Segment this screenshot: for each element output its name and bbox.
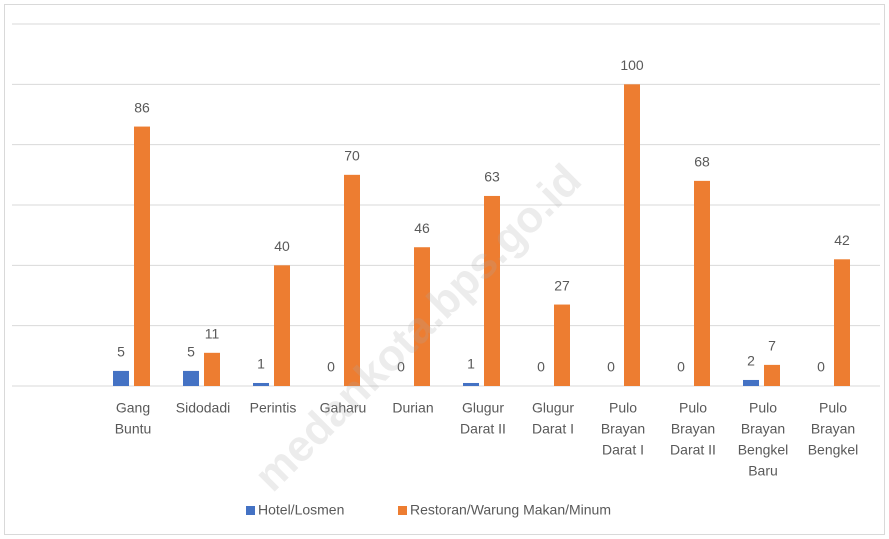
- x-tick-label: Bengkel: [738, 442, 789, 458]
- x-tick-label: Brayan: [671, 421, 715, 437]
- value-label: 86: [134, 99, 150, 115]
- x-tick-label: Pulo: [819, 400, 847, 416]
- value-label: 100: [620, 57, 644, 73]
- bar: [183, 370, 199, 386]
- value-label: 0: [607, 359, 615, 375]
- value-label: 7: [768, 338, 776, 354]
- bar: [463, 382, 479, 386]
- x-tick-label: Brayan: [741, 421, 785, 437]
- x-tick-label: Darat I: [532, 421, 574, 437]
- value-label: 0: [677, 359, 685, 375]
- bar: [253, 382, 269, 386]
- bar: [624, 84, 640, 386]
- bar: [274, 265, 290, 386]
- bar: [113, 370, 129, 386]
- bar: [764, 364, 780, 386]
- x-tick-label: Glugur: [462, 400, 504, 416]
- legend-swatch: [398, 506, 407, 515]
- bar: [414, 247, 430, 386]
- x-tick-label: Bengkel: [808, 442, 859, 458]
- value-label: 27: [554, 277, 570, 293]
- value-label: 46: [414, 220, 430, 236]
- value-label: 63: [484, 169, 500, 185]
- x-tick-label: Brayan: [601, 421, 645, 437]
- x-tick-label: Glugur: [532, 400, 574, 416]
- value-label: 1: [257, 356, 265, 372]
- value-label: 68: [694, 154, 710, 170]
- x-tick-label: Perintis: [250, 400, 297, 416]
- bar: [743, 379, 759, 386]
- value-label: 42: [834, 232, 850, 248]
- x-tick-label: Brayan: [811, 421, 855, 437]
- x-tick-label: Gaharu: [320, 400, 367, 416]
- bar: [554, 304, 570, 386]
- value-label: 5: [187, 344, 195, 360]
- bar: [204, 352, 220, 386]
- x-tick-label: Sidodadi: [176, 400, 231, 416]
- value-label: 0: [327, 359, 335, 375]
- x-tick-label: Pulo: [749, 400, 777, 416]
- x-tick-label: Pulo: [679, 400, 707, 416]
- bar: [134, 126, 150, 387]
- bar: [834, 259, 850, 386]
- value-label: 40: [274, 238, 290, 254]
- value-label: 11: [205, 326, 220, 342]
- value-label: 0: [397, 359, 405, 375]
- x-tick-label: Gang: [116, 400, 150, 416]
- legend-label: Restoran/Warung Makan/Minum: [410, 502, 611, 518]
- x-tick-label: Darat II: [670, 442, 716, 458]
- value-label: 2: [747, 353, 755, 369]
- x-tick-label: Baru: [748, 463, 778, 479]
- value-label: 0: [817, 359, 825, 375]
- legend-swatch: [246, 506, 255, 515]
- x-tick-label: Darat I: [602, 442, 644, 458]
- value-label: 70: [344, 148, 360, 164]
- x-tick-label: Pulo: [609, 400, 637, 416]
- x-tick-label: Durian: [392, 400, 433, 416]
- x-tick-label: Buntu: [115, 421, 152, 437]
- value-label: 0: [537, 359, 545, 375]
- bar: [694, 180, 710, 386]
- legend-label: Hotel/Losmen: [258, 502, 344, 518]
- chart-border: [4, 4, 885, 535]
- x-tick-label: Darat II: [460, 421, 506, 437]
- bar: [484, 195, 500, 386]
- bar: [344, 174, 360, 386]
- value-label: 1: [467, 356, 475, 372]
- value-label: 5: [117, 344, 125, 360]
